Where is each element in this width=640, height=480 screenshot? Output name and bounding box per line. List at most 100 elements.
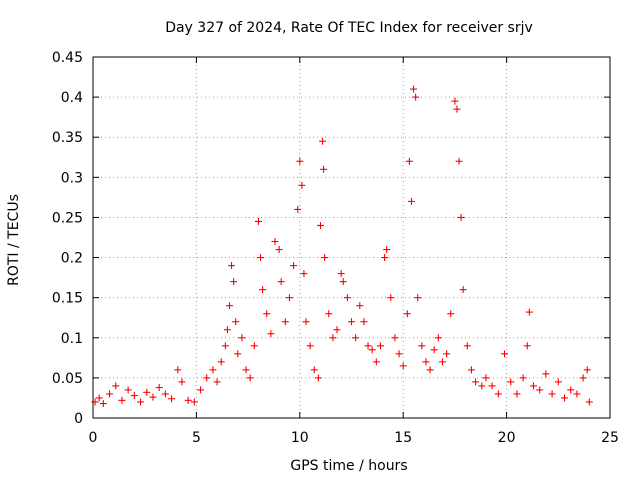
data-point	[434, 334, 442, 342]
data-point	[302, 318, 310, 326]
data-point	[472, 378, 480, 386]
data-point	[321, 254, 329, 262]
data-point	[294, 205, 302, 213]
data-point	[223, 326, 231, 334]
data-point	[209, 366, 217, 374]
data-point	[426, 366, 434, 374]
data-point	[457, 213, 465, 221]
y-tick-label: 0.15	[52, 291, 83, 307]
data-point	[333, 326, 341, 334]
data-point	[95, 394, 103, 402]
data-point	[337, 270, 345, 278]
data-point	[298, 181, 306, 189]
data-point	[190, 398, 198, 406]
data-point	[567, 386, 575, 394]
data-point	[561, 394, 569, 402]
data-point	[263, 310, 271, 318]
data-point	[412, 93, 420, 101]
data-point	[230, 278, 238, 286]
data-point	[372, 358, 380, 366]
data-point	[447, 310, 455, 318]
data-point	[267, 330, 275, 338]
data-point	[536, 386, 544, 394]
data-point	[383, 246, 391, 254]
data-point	[519, 374, 527, 382]
data-point	[438, 358, 446, 366]
data-point	[221, 342, 229, 350]
axis-ticks: 0 5 10 15 20 25 0 0.05 0.1 0.15 0.2 0.25 0.3 0.35 0.4 0…	[52, 50, 619, 446]
x-tick-label: 10	[291, 430, 309, 446]
data-point	[184, 396, 192, 404]
data-point	[507, 378, 515, 386]
data-point	[339, 278, 347, 286]
data-point	[281, 318, 289, 326]
data-point	[320, 165, 328, 173]
data-point	[228, 262, 236, 270]
data-point	[414, 294, 422, 302]
y-tick-label: 0.05	[52, 371, 83, 387]
data-point	[352, 334, 360, 342]
data-point	[234, 350, 242, 358]
data-point	[325, 310, 333, 318]
data-point	[316, 221, 324, 229]
data-point	[525, 308, 533, 316]
x-axis-label: GPS time / hours	[290, 458, 407, 474]
data-point	[407, 197, 415, 205]
data-point	[225, 302, 233, 310]
data-point	[277, 278, 285, 286]
data-point	[548, 390, 556, 398]
data-point	[124, 386, 132, 394]
data-point	[314, 374, 322, 382]
data-point	[513, 390, 521, 398]
data-point	[99, 400, 107, 408]
x-tick-label: 0	[89, 430, 98, 446]
data-points	[91, 85, 593, 408]
data-point	[410, 85, 418, 93]
data-point	[174, 366, 182, 374]
y-tick-label: 0.35	[52, 130, 83, 146]
data-point	[554, 378, 562, 386]
data-point	[381, 254, 389, 262]
data-point	[395, 350, 403, 358]
data-point	[242, 366, 250, 374]
data-point	[161, 390, 169, 398]
data-point	[306, 342, 314, 350]
data-point	[213, 378, 221, 386]
chart-title: Day 327 of 2024, Rate Of TEC Index for r…	[165, 20, 533, 36]
data-point	[168, 395, 176, 403]
y-tick-label: 0	[74, 411, 83, 427]
y-tick-label: 0.25	[52, 210, 83, 226]
data-point	[482, 374, 490, 382]
data-point	[583, 366, 591, 374]
data-point	[387, 294, 395, 302]
data-point	[501, 350, 509, 358]
data-point	[257, 254, 265, 262]
data-point	[585, 398, 593, 406]
data-point	[329, 334, 337, 342]
data-point	[422, 358, 430, 366]
x-tick-label: 5	[192, 430, 201, 446]
data-point	[250, 342, 258, 350]
data-point	[275, 246, 283, 254]
data-point	[523, 342, 531, 350]
data-point	[356, 302, 364, 310]
x-tick-label: 20	[498, 430, 516, 446]
data-point	[529, 382, 537, 390]
data-point	[403, 310, 411, 318]
data-point	[453, 105, 461, 113]
data-point	[319, 137, 327, 145]
data-point	[285, 294, 293, 302]
y-tick-label: 0.3	[61, 170, 83, 186]
y-tick-label: 0.4	[61, 90, 83, 106]
data-point	[217, 358, 225, 366]
y-tick-label: 0.1	[61, 331, 83, 347]
data-point	[488, 382, 496, 390]
data-point	[155, 384, 163, 392]
data-point	[376, 342, 384, 350]
data-point	[238, 334, 246, 342]
plot-frame	[92, 56, 611, 419]
data-point	[430, 346, 438, 354]
data-point	[300, 270, 308, 278]
data-point	[405, 157, 413, 165]
